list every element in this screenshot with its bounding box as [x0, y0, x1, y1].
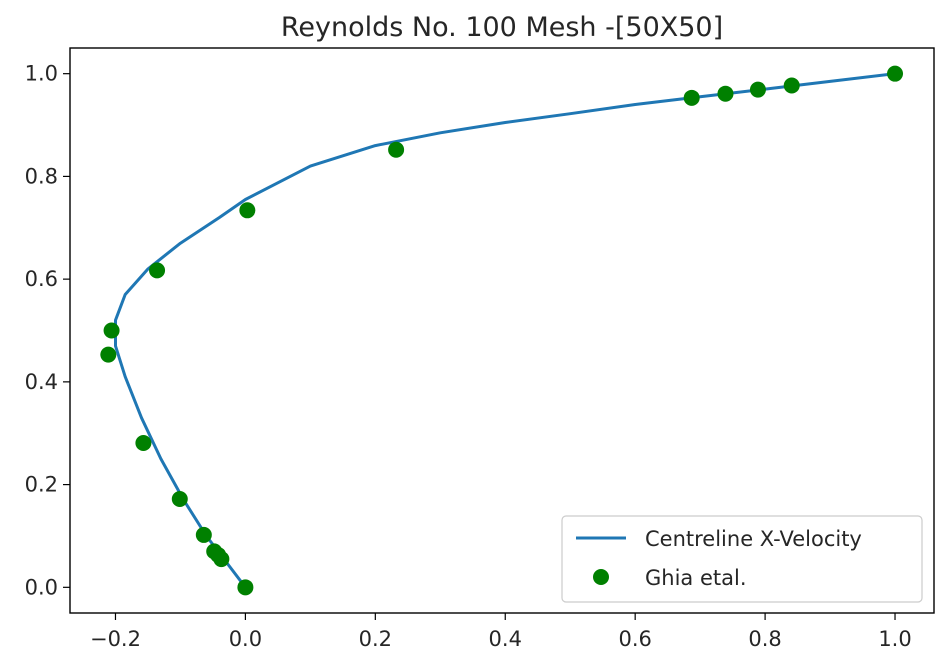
- data-point-ghia: [239, 202, 256, 219]
- data-point-ghia: [213, 551, 230, 568]
- data-point-ghia: [717, 85, 734, 102]
- data-point-ghia: [100, 346, 117, 363]
- y-tick-label: 0.0: [25, 575, 58, 599]
- plot-layer: [100, 65, 904, 596]
- data-point-ghia: [783, 77, 800, 94]
- data-point-ghia: [749, 81, 766, 98]
- x-tick-label: 0.8: [748, 627, 781, 651]
- x-tick-label: 0.4: [489, 627, 522, 651]
- legend-label-line: Centreline X-Velocity: [645, 527, 862, 551]
- legend-label-scatter: Ghia etal.: [645, 566, 747, 590]
- y-tick-label: 0.6: [25, 267, 58, 291]
- data-point-ghia: [135, 434, 152, 451]
- x-tick-label: 1.0: [878, 627, 911, 651]
- y-tick-label: 1.0: [25, 62, 58, 86]
- plot-frame: [69, 47, 935, 614]
- legend-box: [561, 515, 923, 603]
- data-point-ghia: [171, 490, 188, 507]
- legend-marker-swatch: [593, 569, 609, 585]
- data-point-ghia: [887, 65, 904, 82]
- data-point-ghia: [388, 141, 405, 158]
- data-point-ghia: [103, 322, 120, 339]
- x-tick-label: 0.2: [359, 627, 392, 651]
- y-tick-label: 0.4: [25, 370, 58, 394]
- x-tick-label: −0.2: [90, 627, 141, 651]
- y-tick-label: 0.8: [25, 164, 58, 188]
- x-tick-label: 0.6: [618, 627, 651, 651]
- data-point-ghia: [195, 526, 212, 543]
- legend: Centreline X-Velocity Ghia etal.: [561, 515, 923, 603]
- data-point-ghia: [149, 262, 166, 279]
- y-axis: 0.0 0.2 0.4 0.6 0.8 1.0: [25, 62, 70, 599]
- data-point-ghia: [683, 89, 700, 106]
- series-line-centreline-x-velocity: [114, 72, 897, 589]
- y-tick-label: 0.2: [25, 473, 58, 497]
- x-axis: −0.2 0.0 0.2 0.4 0.6 0.8 1.0: [90, 613, 912, 651]
- chart-title: Reynolds No. 100 Mesh -[50X50]: [281, 12, 723, 43]
- x-tick-label: 0.0: [229, 627, 262, 651]
- data-point-ghia: [237, 579, 254, 596]
